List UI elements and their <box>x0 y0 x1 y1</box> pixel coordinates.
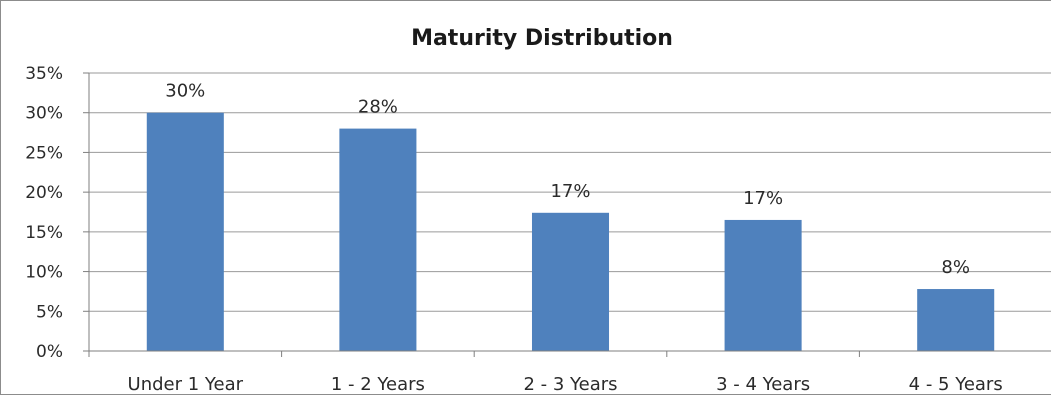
bars <box>146 112 995 351</box>
data-label: 17% <box>743 188 783 209</box>
x-tick-label: 3 - 4 Years <box>716 374 810 395</box>
data-label: 8% <box>941 257 970 278</box>
y-tick-label: 0% <box>36 342 63 362</box>
bar <box>146 112 224 351</box>
x-tick-label: 1 - 2 Years <box>331 374 425 395</box>
y-tick-label: 30% <box>25 104 63 124</box>
data-label: 28% <box>358 97 398 118</box>
y-tick-label: 35% <box>25 64 63 84</box>
y-tick-label: 25% <box>25 143 63 163</box>
chart-title: Maturity Distribution <box>411 26 673 51</box>
x-tick-label: Under 1 Year <box>128 374 244 395</box>
bar <box>531 212 610 351</box>
y-tick-label: 20% <box>25 183 63 203</box>
data-labels: 30% 28% 17% 17% 8% <box>165 81 970 278</box>
y-tick-label: 10% <box>25 263 63 283</box>
data-label: 30% <box>165 81 205 102</box>
bar <box>724 219 802 351</box>
bar <box>917 289 995 351</box>
y-tick-label: 5% <box>36 302 63 322</box>
x-tick-label: 2 - 3 Years <box>523 374 617 395</box>
x-tick-label: 4 - 5 Years <box>909 374 1003 395</box>
x-axis: Under 1 Year 1 - 2 Years 2 - 3 Years 3 - 4 … <box>88 350 1051 395</box>
data-label: 17% <box>550 181 590 202</box>
bar <box>339 128 417 351</box>
y-axis: 0% 5% 10% 15% 20% 25% 30% 35% <box>25 64 90 362</box>
y-tick-label: 15% <box>25 223 63 243</box>
